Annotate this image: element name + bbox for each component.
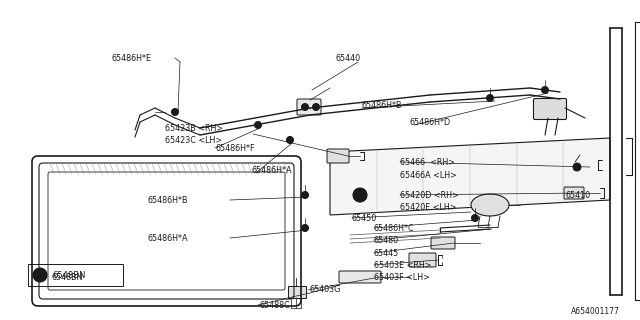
Text: 65486H*F: 65486H*F bbox=[215, 143, 255, 153]
FancyBboxPatch shape bbox=[409, 253, 436, 267]
Circle shape bbox=[573, 163, 581, 171]
Text: 65410: 65410 bbox=[565, 190, 590, 199]
FancyBboxPatch shape bbox=[327, 149, 349, 163]
Text: 65486H*A: 65486H*A bbox=[148, 234, 189, 243]
FancyBboxPatch shape bbox=[564, 187, 584, 199]
Text: 6548BN: 6548BN bbox=[52, 270, 86, 279]
Text: 1: 1 bbox=[358, 190, 362, 199]
Text: 65440: 65440 bbox=[336, 53, 361, 62]
Text: 65403F <LH>: 65403F <LH> bbox=[374, 273, 430, 282]
Text: 65466  <RH>: 65466 <RH> bbox=[400, 157, 455, 166]
Circle shape bbox=[472, 214, 479, 221]
Circle shape bbox=[33, 268, 47, 282]
Text: 1: 1 bbox=[37, 270, 43, 279]
Text: 65486H*C: 65486H*C bbox=[374, 223, 415, 233]
Text: 65450: 65450 bbox=[352, 213, 377, 222]
Circle shape bbox=[301, 103, 308, 110]
FancyBboxPatch shape bbox=[297, 99, 321, 115]
Bar bbox=[288, 286, 306, 298]
Text: 65486H*B: 65486H*B bbox=[362, 100, 403, 109]
Circle shape bbox=[172, 108, 179, 116]
Bar bbox=[28, 264, 123, 286]
Circle shape bbox=[287, 137, 294, 143]
Circle shape bbox=[312, 103, 319, 110]
Text: 65445: 65445 bbox=[374, 249, 399, 258]
Circle shape bbox=[255, 122, 262, 129]
Text: 65488C: 65488C bbox=[260, 300, 291, 309]
FancyBboxPatch shape bbox=[534, 99, 566, 119]
Text: 65423B <RH>: 65423B <RH> bbox=[165, 124, 223, 132]
Circle shape bbox=[353, 188, 367, 202]
Text: 65423C <LH>: 65423C <LH> bbox=[165, 135, 222, 145]
Text: 65480: 65480 bbox=[374, 236, 399, 244]
Circle shape bbox=[301, 225, 308, 231]
FancyBboxPatch shape bbox=[431, 237, 455, 249]
Text: 65420D <RH>: 65420D <RH> bbox=[400, 190, 459, 199]
Circle shape bbox=[486, 94, 493, 101]
Text: 65403E <RH>: 65403E <RH> bbox=[374, 260, 431, 269]
Text: A654001177: A654001177 bbox=[571, 308, 620, 316]
Text: 65420E <LH>: 65420E <LH> bbox=[400, 203, 456, 212]
Text: 6548BN: 6548BN bbox=[52, 274, 83, 283]
Text: 65466A <LH>: 65466A <LH> bbox=[400, 171, 457, 180]
Circle shape bbox=[301, 191, 308, 198]
Circle shape bbox=[541, 86, 548, 93]
FancyBboxPatch shape bbox=[339, 271, 381, 283]
Text: 65486H*B: 65486H*B bbox=[148, 196, 189, 204]
Text: 65486H*D: 65486H*D bbox=[410, 117, 451, 126]
Text: 65403G: 65403G bbox=[310, 285, 341, 294]
Polygon shape bbox=[330, 138, 610, 215]
Ellipse shape bbox=[471, 194, 509, 216]
Text: 65486H*E: 65486H*E bbox=[112, 53, 152, 62]
Text: 65486H*A: 65486H*A bbox=[252, 165, 292, 174]
